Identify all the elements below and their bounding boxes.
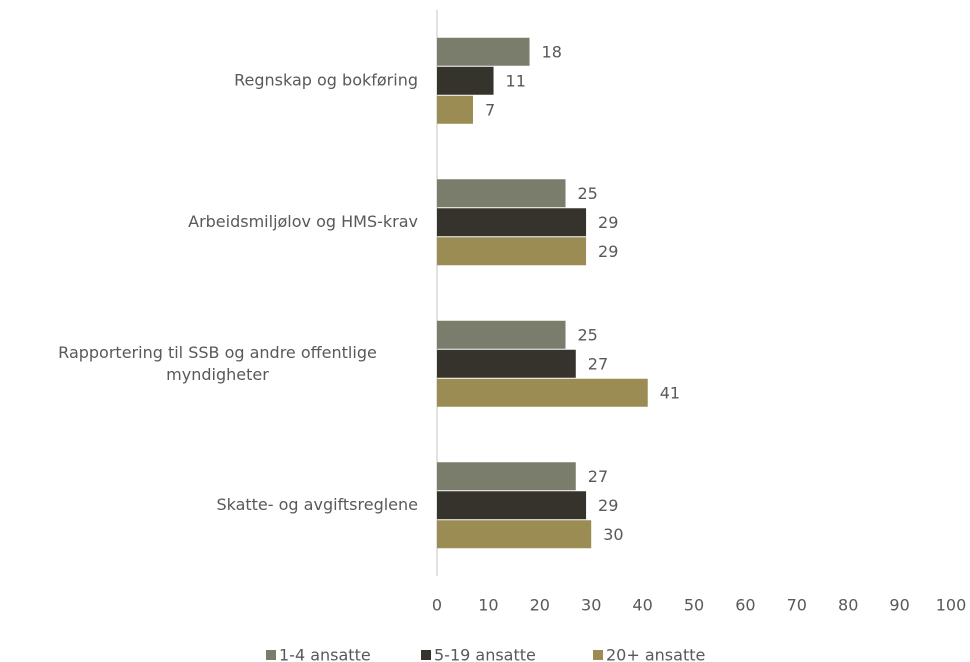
bar [437,349,576,378]
bar [437,208,587,237]
x-tick-label: 30 [581,596,601,615]
value-label: 11 [506,71,526,90]
bar [437,179,566,208]
x-tick-label: 0 [432,596,442,615]
value-label: 27 [588,467,608,486]
bar [437,520,592,549]
x-tick-label: 100 [936,596,967,615]
value-label: 25 [578,325,598,344]
legend-label: 20+ ansatte [606,646,705,662]
legend-label: 1-4 ansatte [279,646,371,662]
bar [437,491,587,520]
legend-swatch [421,650,431,660]
x-tick-label: 20 [530,596,550,615]
x-tick-label: 50 [684,596,704,615]
value-label: 18 [542,42,562,61]
bar [437,237,587,266]
value-label: 29 [598,496,618,515]
value-label: 30 [603,525,623,544]
value-label: 7 [485,100,495,119]
legend-label: 5-19 ansatte [434,646,536,662]
x-tick-label: 80 [838,596,858,615]
value-label: 41 [660,383,680,402]
x-tick-label: 70 [787,596,807,615]
x-tick-label: 40 [632,596,652,615]
bar [437,378,648,407]
legend-swatch [593,650,603,660]
bar [437,462,576,491]
bar [437,320,566,349]
bar [437,95,473,124]
category-label: Regnskap og bokføring [234,70,418,89]
value-label: 27 [588,354,608,373]
x-tick-label: 90 [889,596,909,615]
category-label: Rapportering til SSB og andre offentlige… [58,342,377,383]
bar [437,37,530,66]
category-label: Skatte- og avgiftsreglene [216,495,418,514]
category-label: Arbeidsmiljølov og HMS-krav [188,212,418,231]
value-label: 29 [598,242,618,261]
legend-swatch [266,650,276,660]
bar [437,66,494,95]
x-tick-label: 10 [478,596,498,615]
value-label: 25 [578,184,598,203]
value-label: 29 [598,213,618,232]
x-tick-label: 60 [735,596,755,615]
